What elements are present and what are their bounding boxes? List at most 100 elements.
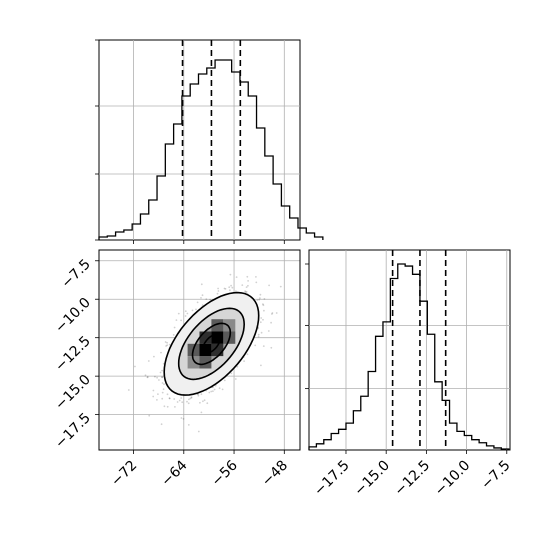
scatter-point xyxy=(263,298,266,300)
scatter-point xyxy=(218,387,221,390)
density-cell xyxy=(199,331,212,344)
scatter-point xyxy=(168,397,171,400)
histogram-y-frame xyxy=(308,249,511,451)
scatter-point xyxy=(197,394,200,397)
scatter-point xyxy=(224,288,227,290)
scatter-point xyxy=(190,396,193,398)
joint-density-panel: −72 −64 −56 −48 −7.5 −10.0−12.5−15.0−17.5 xyxy=(52,249,301,490)
contour-level-4 xyxy=(163,291,260,396)
density-cell xyxy=(211,343,224,357)
scatter-point xyxy=(172,334,175,336)
histogram-x-ticks xyxy=(95,39,285,244)
scatter-point xyxy=(175,319,178,321)
scatter-point xyxy=(186,400,188,403)
scatter-point xyxy=(189,397,192,400)
scatter-point xyxy=(241,284,244,286)
scatter-point xyxy=(200,297,202,299)
scatter-point xyxy=(260,331,263,334)
scatter-point xyxy=(182,418,185,420)
scatter-point xyxy=(258,298,261,301)
scatter-point xyxy=(180,417,183,419)
scatter-point xyxy=(270,346,273,349)
histogram-y-grid xyxy=(309,250,510,450)
scatter-point xyxy=(164,341,167,343)
density-cell xyxy=(199,343,212,357)
scatter-point xyxy=(257,333,260,336)
histogram-panel-x xyxy=(95,39,324,244)
scatter-point xyxy=(173,326,176,329)
scatter-point xyxy=(152,389,155,392)
scatter-point xyxy=(243,360,246,362)
scatter-point xyxy=(223,287,226,290)
scatter-point xyxy=(146,376,149,378)
scatter-point xyxy=(262,303,264,306)
scatter-point xyxy=(275,312,278,314)
contour-level-3 xyxy=(177,307,246,381)
scatter-point xyxy=(217,287,220,290)
scatter-point xyxy=(257,335,260,338)
scatter-point xyxy=(177,312,180,315)
scatter-point xyxy=(247,284,249,287)
x-tick-label: −15.0 xyxy=(351,458,393,500)
scatter-point xyxy=(229,273,232,276)
scatter-point xyxy=(187,424,190,426)
density-cell xyxy=(211,331,224,344)
scatter-point xyxy=(184,315,187,317)
scatter-point xyxy=(165,345,168,347)
histogram-x-frame xyxy=(98,39,301,241)
scatter-point xyxy=(235,290,237,292)
scatter-point xyxy=(210,390,213,393)
scatter-point xyxy=(200,393,203,396)
scatter-point xyxy=(200,411,203,414)
scatter-point xyxy=(229,289,231,292)
contour-level-2 xyxy=(191,322,232,366)
scatter-point xyxy=(161,376,163,379)
scatter-point xyxy=(161,369,164,372)
scatter-point xyxy=(244,291,247,294)
scatter-point xyxy=(254,344,257,347)
scatter-point xyxy=(160,351,162,354)
scatter-point xyxy=(228,286,231,289)
x-tick-label: −10.0 xyxy=(432,458,474,500)
scatter-point xyxy=(209,298,212,301)
scatter-point xyxy=(144,374,147,377)
histogram-x-grid xyxy=(99,40,300,240)
scatter-point xyxy=(236,365,239,368)
scatter-point xyxy=(259,293,262,296)
scatter-point xyxy=(158,379,160,381)
density-cell xyxy=(223,319,236,332)
x-tick-label: −17.5 xyxy=(311,458,353,500)
scatter-point xyxy=(206,402,209,405)
scatter-point xyxy=(212,386,214,389)
scatter-point xyxy=(213,388,216,391)
scatter-point xyxy=(161,376,164,379)
scatter-point xyxy=(166,341,169,344)
scatter-point xyxy=(156,399,158,401)
scatter-point xyxy=(267,330,270,332)
histogram-y-tick-labels: −17.5−15.0−12.5−10.0 −7.5 xyxy=(311,458,513,500)
scatter-point xyxy=(176,401,179,403)
x-tick-label: −12.5 xyxy=(392,458,434,500)
scatter-point xyxy=(178,399,181,402)
scatter-point xyxy=(168,397,171,400)
scatter-point xyxy=(244,290,247,293)
scatter-point xyxy=(195,308,197,311)
scatter-point xyxy=(271,313,273,315)
scatter-point xyxy=(247,280,250,282)
scatter-point xyxy=(147,360,150,362)
x-tick-label: −72 xyxy=(108,458,140,490)
scatter-point xyxy=(260,364,262,367)
scatter-point xyxy=(270,321,272,324)
scatter-point xyxy=(197,430,200,433)
histogram-y-ticks xyxy=(305,263,508,454)
scatter-point xyxy=(152,395,155,398)
scatter-point xyxy=(223,379,226,382)
scatter-point xyxy=(216,292,219,295)
scatter-point xyxy=(234,378,237,380)
scatter-point xyxy=(201,294,204,297)
scatter-point xyxy=(156,376,159,379)
x-tick-label: −7.5 xyxy=(478,458,513,493)
scatter-point xyxy=(235,276,238,278)
contour-level-1 xyxy=(202,333,221,354)
scatter-point xyxy=(259,297,261,299)
